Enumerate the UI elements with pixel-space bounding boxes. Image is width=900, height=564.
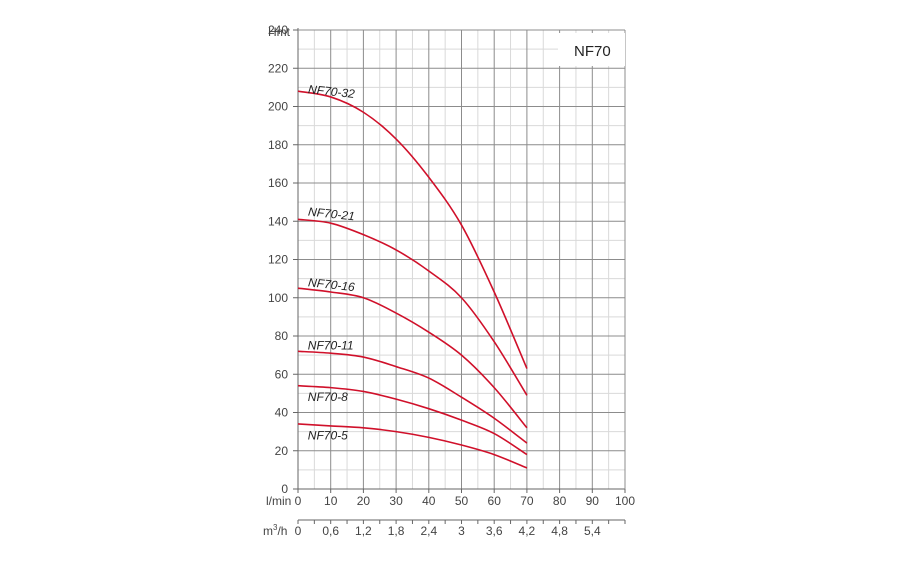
x-tick-label: 80 — [553, 494, 567, 508]
y-tick-label: 160 — [268, 176, 288, 190]
y-tick-label: 240 — [268, 23, 288, 37]
y-tick-label: 200 — [268, 100, 288, 114]
series-line-nf70-8 — [297, 384, 528, 456]
y-tick-label: 220 — [268, 61, 288, 75]
series-line-nf70-32 — [297, 90, 528, 369]
x2-tick-label: 1,2 — [355, 524, 372, 538]
series-label-nf70-16: NF70-16 — [307, 275, 355, 294]
x-tick-label: 70 — [520, 494, 534, 508]
x2-axis-label-sup: 3 — [273, 523, 278, 532]
series-label-nf70-11: NF70-11 — [308, 338, 354, 352]
x-axis-label: l/min — [266, 494, 291, 508]
y-tick-label: 180 — [268, 138, 288, 152]
series-label-nf70-8: NF70-8 — [308, 390, 348, 404]
x2-tick-label: 4,2 — [519, 524, 536, 538]
x2-tick-label: 1,8 — [388, 524, 405, 538]
x-tick-label: 30 — [389, 494, 403, 508]
x-tick-label: 10 — [324, 494, 338, 508]
y-tick-label: 60 — [275, 367, 289, 381]
series-label-nf70-5: NF70-5 — [308, 428, 348, 442]
series-line-nf70-16 — [297, 287, 528, 429]
series-label-nf70-32: NF70-32 — [307, 82, 355, 101]
series-line-nf70-5 — [297, 423, 528, 469]
x-tick-label: 50 — [455, 494, 469, 508]
y-axis-label: Hmt — [268, 25, 291, 39]
series-line-nf70-21 — [297, 218, 528, 396]
x2-tick-labels: 0 0,6 1,2 1,8 2,4 3 3,6 4,2 4,8 5,4 — [295, 524, 601, 538]
x2-tick-label: 3,6 — [486, 524, 503, 538]
series-label-nf70-21: NF70-21 — [307, 205, 355, 224]
major-grid — [298, 29, 626, 489]
x2-tick-label: 5,4 — [584, 524, 601, 538]
x-tick-labels: 0 10 20 30 40 50 60 70 80 90 100 — [295, 494, 636, 508]
series-lines — [297, 90, 528, 469]
series-line-nf70-11 — [297, 350, 528, 444]
x2-axis-label-base: m — [263, 524, 273, 538]
y-tick-label: 100 — [268, 291, 288, 305]
axes — [293, 28, 626, 524]
y-tick-label: 80 — [275, 329, 289, 343]
y-tick-labels: 0 20 40 60 80 100 120 140 160 180 200 220 240 — [268, 23, 288, 496]
x-tick-label: 60 — [488, 494, 502, 508]
x2-tick-label: 2,4 — [420, 524, 437, 538]
series-labels: NF70-32 NF70-21 NF70-16 NF70-11 NF70-8 NF70-5 — [307, 82, 355, 442]
y-tick-label: 40 — [275, 406, 289, 420]
x2-tick-label: 3 — [458, 524, 465, 538]
x-tick-label: 100 — [615, 494, 635, 508]
y-tick-label: 120 — [268, 253, 288, 267]
x2-axis-label: m3/h — [263, 523, 287, 538]
y-tick-label: 140 — [268, 214, 288, 228]
x-tick-label: 20 — [357, 494, 371, 508]
x2-axis-label-unit: /h — [277, 524, 287, 538]
x2-tick-label: 4,8 — [551, 524, 568, 538]
title-box — [558, 33, 625, 66]
y-tick-label: 0 — [281, 482, 288, 496]
x-tick-label: 90 — [586, 494, 600, 508]
chart-title: NF70 — [574, 43, 611, 60]
x2-tick-label: 0,6 — [322, 524, 339, 538]
y-tick-label: 20 — [275, 444, 289, 458]
x2-tick-label: 0 — [295, 524, 302, 538]
x-tick-label: 0 — [295, 494, 302, 508]
x-tick-label: 40 — [422, 494, 436, 508]
